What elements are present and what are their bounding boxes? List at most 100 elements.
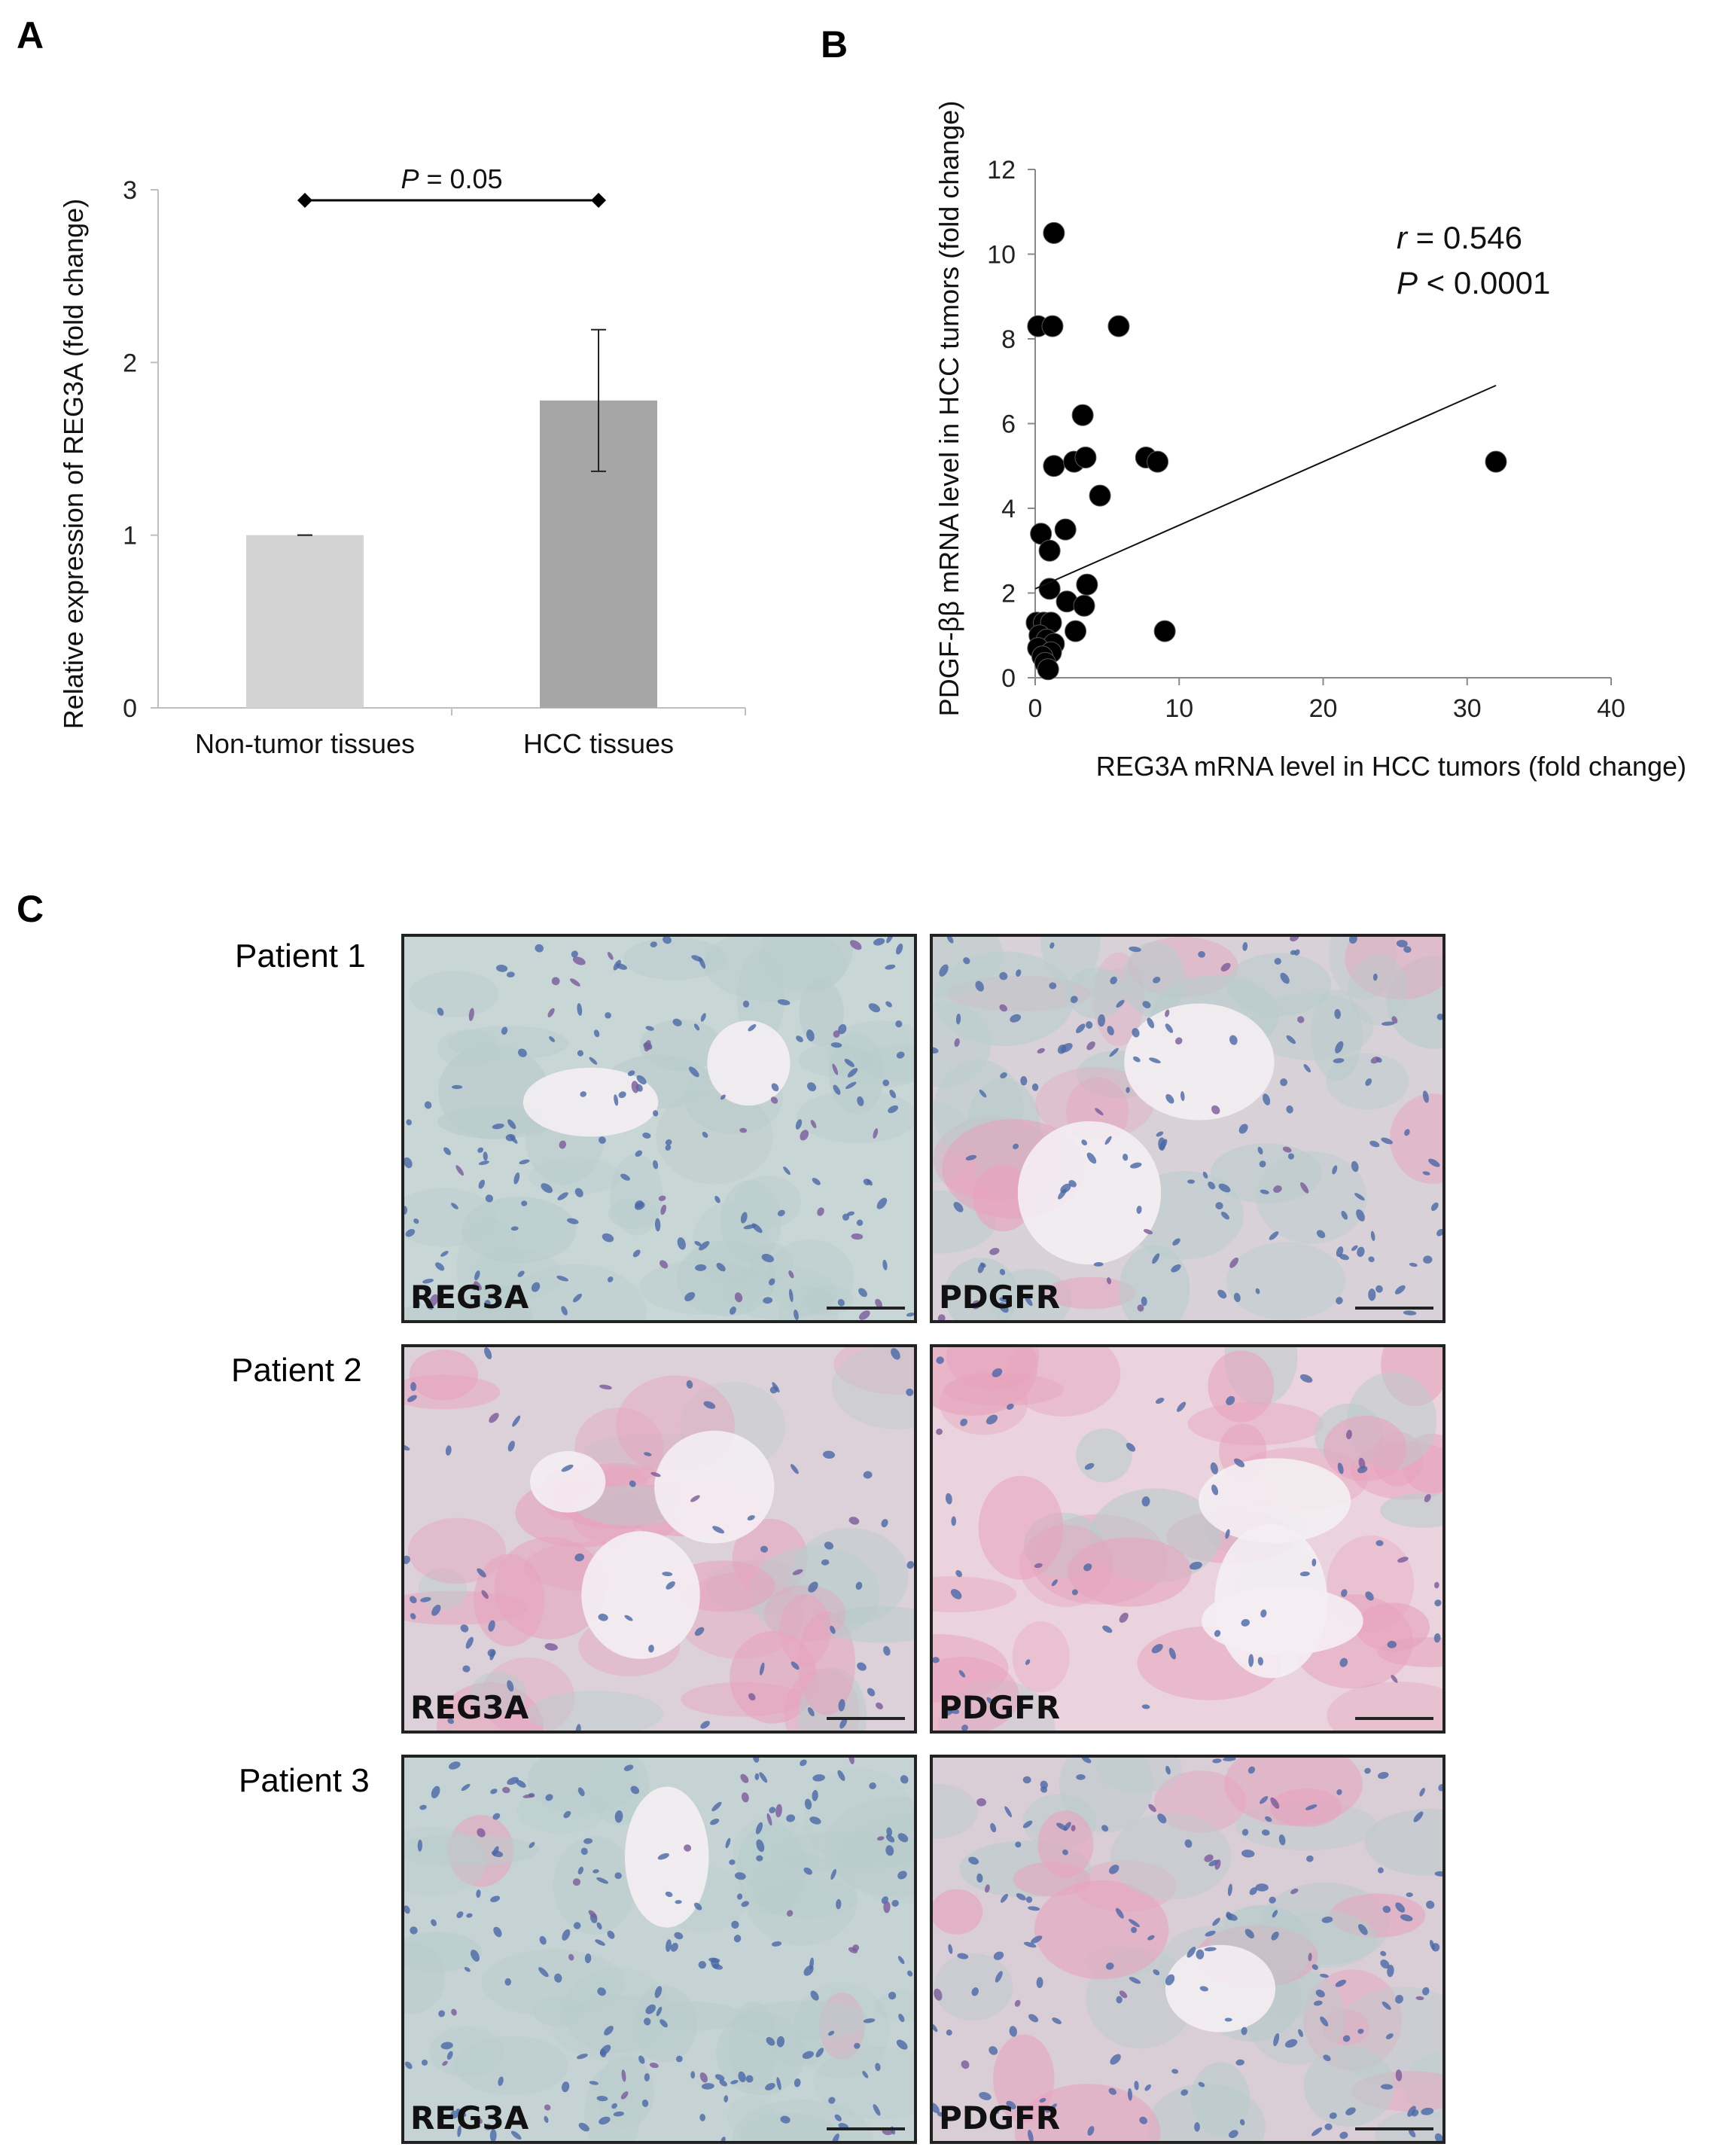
tissue-region xyxy=(1210,1143,1323,1203)
cell-nucleus xyxy=(846,1211,855,1216)
tissue-region xyxy=(736,1822,806,1914)
cell-nucleus xyxy=(658,1195,666,1201)
panel-a-letter: A xyxy=(17,14,44,56)
cell-nucleus xyxy=(1083,1563,1092,1572)
cell-nucleus xyxy=(521,1200,528,1206)
cell-nucleus xyxy=(810,1990,819,2001)
cell-nucleus xyxy=(1006,2100,1016,2110)
cell-nucleus xyxy=(1156,1131,1164,1137)
cell-nucleus xyxy=(1335,1041,1344,1054)
tissue-region xyxy=(639,1019,723,1072)
cell-nucleus xyxy=(985,1884,990,1893)
cell-nucleus xyxy=(531,1282,541,1292)
cell-nucleus xyxy=(660,2019,668,2028)
cell-nucleus xyxy=(551,977,560,986)
cell-nucleus xyxy=(424,1101,432,1109)
tissue-region xyxy=(481,1949,625,2017)
cell-nucleus xyxy=(934,1988,943,2001)
tissue-region xyxy=(656,1088,773,1185)
cell-nucleus xyxy=(632,1249,641,1258)
cell-nucleus xyxy=(699,2114,705,2121)
cell-nucleus xyxy=(1023,1941,1037,1948)
cell-nucleus xyxy=(936,1356,944,1365)
cell-nucleus xyxy=(830,1625,836,1634)
x-axis-title: REG3A mRNA level in HCC tumors (fold cha… xyxy=(1096,751,1686,782)
cell-nucleus xyxy=(958,1670,966,1678)
tissue-region xyxy=(831,1347,914,1430)
cell-nucleus xyxy=(796,1035,803,1043)
cell-nucleus xyxy=(450,2110,458,2119)
scatter-chart-axes xyxy=(1028,169,1612,685)
cell-nucleus xyxy=(1177,1401,1187,1412)
cell-nucleus xyxy=(599,1136,606,1144)
cell-nucleus xyxy=(1123,1154,1129,1161)
cell-nucleus xyxy=(812,1790,818,1801)
cell-nucleus xyxy=(577,1787,585,1797)
cell-nucleus xyxy=(876,1702,883,1709)
cell-nucleus xyxy=(907,1970,913,1977)
cell-nucleus xyxy=(1404,1129,1410,1136)
cell-nucleus xyxy=(573,1922,581,1929)
tissue-region xyxy=(1226,1242,1346,1320)
tissue-image xyxy=(404,937,914,1320)
cell-nucleus xyxy=(1299,1571,1310,1577)
scatter-point xyxy=(1038,578,1061,600)
y-tick-label: 4 xyxy=(1001,495,1016,523)
cell-nucleus xyxy=(1303,1063,1311,1073)
cell-nucleus xyxy=(574,1553,585,1562)
cell-nucleus xyxy=(538,1967,549,1978)
cell-nucleus xyxy=(618,1091,626,1099)
x-tick-label: 20 xyxy=(1309,694,1338,723)
cell-nucleus xyxy=(869,1782,876,1789)
cell-nucleus xyxy=(1273,1185,1282,1194)
cell-nucleus xyxy=(766,1813,772,1826)
cell-nucleus xyxy=(754,1773,760,1780)
cell-nucleus xyxy=(848,1947,858,1953)
cell-nucleus xyxy=(502,1786,510,1794)
cell-nucleus xyxy=(596,1922,602,1930)
cell-nucleus xyxy=(410,1382,416,1392)
cell-nucleus xyxy=(407,1395,417,1402)
cell-nucleus xyxy=(656,2006,663,2017)
cell-nucleus xyxy=(933,2103,940,2114)
cell-nucleus xyxy=(1313,2000,1323,2006)
micrograph-patient-1-reg3a: REG3A xyxy=(401,934,917,1323)
cell-nucleus xyxy=(644,2072,650,2081)
cell-nucleus xyxy=(830,1868,836,1880)
cell-nucleus xyxy=(1155,1398,1165,1404)
cell-nucleus xyxy=(431,1919,437,1926)
r-value-annotation: r = 0.546 xyxy=(1397,220,1522,255)
tissue-region xyxy=(946,1347,1040,1391)
cell-nucleus xyxy=(684,1291,696,1301)
cell-nucleus xyxy=(1076,1774,1086,1780)
cell-nucleus xyxy=(666,1581,675,1590)
cell-nucleus xyxy=(1324,2123,1333,2130)
cell-nucleus xyxy=(1127,2088,1132,2101)
cell-nucleus xyxy=(1387,1640,1397,1648)
cell-nucleus xyxy=(451,2008,457,2016)
cell-nucleus xyxy=(1434,1599,1442,1607)
scatter-point xyxy=(1065,620,1087,642)
cell-nucleus xyxy=(777,1209,785,1217)
cell-nucleus xyxy=(572,1878,580,1886)
cell-nucleus xyxy=(448,1761,461,1770)
cell-nucleus xyxy=(580,1091,586,1097)
cell-nucleus xyxy=(1116,1907,1124,1919)
cell-nucleus xyxy=(741,1792,749,1803)
cell-nucleus xyxy=(769,1807,776,1814)
cell-nucleus xyxy=(1153,1969,1160,1976)
tissue-image xyxy=(404,1758,914,2141)
cell-nucleus xyxy=(596,1877,609,1884)
tissue-region xyxy=(1386,956,1442,1049)
cell-nucleus xyxy=(501,1026,508,1035)
tissue-region xyxy=(1303,1969,1402,2071)
y-tick-label: 8 xyxy=(1001,325,1016,354)
tissue-region xyxy=(469,1671,527,1716)
cell-nucleus xyxy=(474,1270,480,1281)
cell-nucleus xyxy=(875,2063,881,2072)
cell-nucleus xyxy=(1400,1914,1413,1922)
cell-nucleus xyxy=(549,1036,556,1042)
cell-nucleus xyxy=(1198,950,1205,958)
cell-nucleus xyxy=(1084,1462,1095,1470)
cell-nucleus xyxy=(971,1300,981,1310)
